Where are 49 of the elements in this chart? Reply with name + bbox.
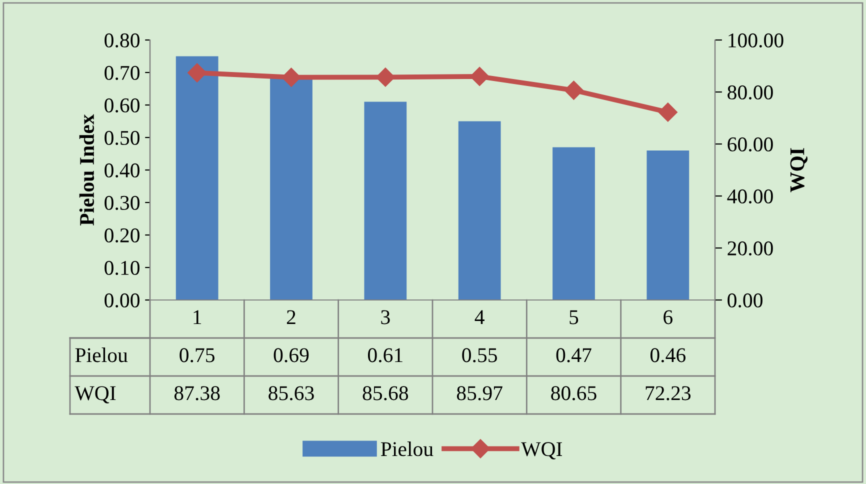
y2-tick-label: 100.00 — [728, 33, 784, 48]
x-tick-label: 1 — [194, 310, 202, 324]
y-tick-label: 0.40 — [104, 163, 140, 178]
bar — [552, 147, 595, 300]
y-tick-label: 0.20 — [104, 228, 140, 243]
point — [282, 68, 301, 87]
data-label: 72.23 — [646, 386, 691, 400]
data-label: 85.97 — [456, 386, 502, 400]
y2-tick-label: 80.00 — [728, 85, 773, 100]
y-axis-title: Pielou Index — [79, 114, 94, 226]
data-label: 0.61 — [368, 348, 402, 362]
data-label: 80.65 — [551, 386, 596, 400]
y2-tick-label: 40.00 — [727, 189, 773, 204]
data-label: 0.69 — [274, 348, 309, 362]
y-tick-label: 0.70 — [104, 66, 140, 80]
data-label: 85.68 — [362, 386, 408, 400]
y2-tick-label: 0.00 — [728, 293, 762, 308]
data-label: 0.47 — [556, 348, 592, 362]
y-tick-label: 0.10 — [104, 260, 140, 276]
text: WQI — [74, 386, 116, 404]
bar — [646, 150, 690, 300]
data-label: 87.38 — [174, 386, 220, 400]
data-label: 0.75 — [180, 348, 214, 362]
y-tick-label: 0.30 — [104, 196, 140, 210]
data-label: 0.46 — [650, 348, 686, 362]
text: Pielou — [75, 348, 128, 362]
point — [470, 66, 490, 86]
x-tick-label: 4 — [474, 310, 484, 324]
point — [188, 63, 207, 82]
bar — [458, 121, 501, 300]
data-label: 85.63 — [268, 386, 314, 400]
legend-label: WQI — [521, 442, 562, 460]
y-tick-label: 0.50 — [104, 130, 140, 146]
y-tick-label: 0.00 — [104, 293, 140, 308]
y2-axis-title: WQI — [790, 148, 808, 192]
y2-tick-label: 60.00 — [728, 137, 773, 152]
x-tick-label: 6 — [664, 310, 673, 324]
y-tick-label: 0.60 — [104, 98, 140, 113]
point — [564, 80, 584, 100]
y-tick-label: 0.80 — [104, 33, 140, 48]
x-tick-label: 2 — [286, 310, 296, 324]
y2-tick-label: 20.00 — [728, 241, 773, 256]
point — [658, 102, 678, 122]
x-tick-label: 5 — [570, 310, 578, 324]
bar — [364, 102, 407, 300]
x-tick-label: 3 — [381, 310, 390, 324]
legend-label: Pielou — [380, 442, 434, 456]
data-label: 0.55 — [462, 348, 497, 362]
bar — [176, 56, 218, 300]
